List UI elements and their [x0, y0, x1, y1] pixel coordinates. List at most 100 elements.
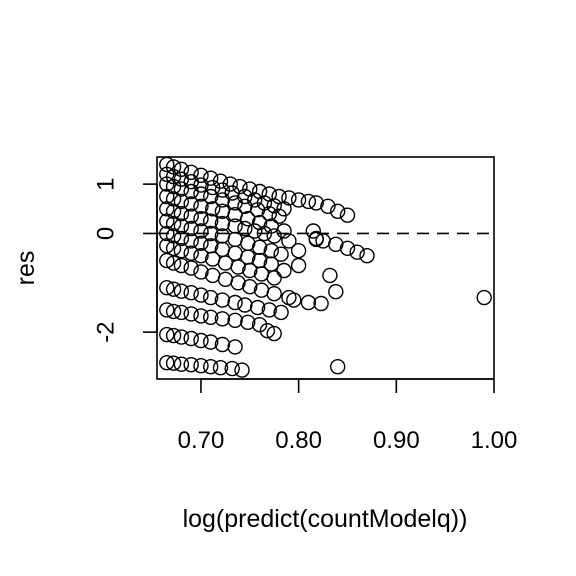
data-point: [159, 252, 175, 269]
data-point: [159, 166, 175, 183]
data-point: [328, 284, 344, 300]
data-point: [476, 289, 492, 306]
data-point: [273, 246, 289, 262]
data-point: [183, 260, 199, 276]
data-point: [214, 182, 231, 198]
data-point: [204, 201, 221, 217]
data-point: [193, 264, 209, 280]
data-point: [271, 208, 287, 224]
data-point: [202, 170, 219, 186]
data-point: [183, 220, 199, 237]
data-point: [183, 306, 199, 322]
data-point: [165, 255, 182, 271]
data-point: [308, 195, 324, 211]
data-point: [320, 198, 336, 215]
data-point: [173, 205, 190, 222]
x-tick-label: 0.90: [373, 427, 420, 454]
data-point: [165, 303, 182, 320]
data-point: [183, 330, 199, 347]
data-point: [281, 190, 297, 206]
x-tick-label: 1.00: [471, 427, 518, 454]
data-point: [227, 294, 243, 311]
data-point: [249, 299, 266, 316]
y-tick-label: 1: [92, 177, 119, 190]
data-point: [246, 223, 263, 239]
data-point: [183, 183, 199, 200]
data-point: [173, 304, 190, 321]
data-point: [193, 287, 209, 303]
x-axis: 0.70 0.80 0.90 1.00: [178, 378, 518, 454]
data-point: [193, 210, 209, 227]
data-point: [214, 292, 231, 308]
data-point: [290, 242, 307, 259]
data-point: [159, 326, 175, 343]
data-point: [202, 225, 219, 242]
data-point: [313, 295, 329, 312]
data-point: [193, 235, 209, 252]
data-point: [159, 213, 175, 229]
data-point: [214, 311, 231, 327]
data-point: [261, 302, 277, 318]
data-point: [300, 294, 317, 311]
data-point: [242, 279, 258, 295]
data-point: [259, 323, 276, 339]
data-point: [183, 208, 199, 224]
data-point: [159, 355, 175, 371]
data-point: [217, 255, 234, 271]
data-point: [286, 292, 302, 308]
data-point: [165, 355, 182, 371]
data-point: [230, 259, 246, 275]
data-point: [173, 230, 190, 247]
data-point: [159, 188, 175, 205]
data-point: [173, 257, 190, 274]
data-point: [251, 317, 268, 333]
data-point: [261, 205, 277, 222]
data-point: [339, 207, 356, 223]
data-point: [202, 334, 219, 350]
data-point: [214, 336, 231, 353]
data-point: [173, 181, 190, 197]
data-point: [193, 223, 209, 239]
y-axis: -2 0 1: [92, 177, 158, 343]
points-group: [159, 156, 492, 378]
data-point: [173, 283, 190, 299]
data-point: [183, 357, 199, 373]
data-point: [193, 308, 209, 324]
data-point: [222, 176, 239, 192]
x-tick-label: 0.70: [178, 427, 225, 454]
data-point: [202, 289, 219, 306]
x-axis-label: log(predict(countModelq)): [183, 505, 468, 533]
data-point: [266, 286, 282, 302]
data-point: [300, 193, 317, 210]
data-point: [183, 173, 199, 190]
data-point: [217, 271, 234, 287]
data-point: [159, 302, 175, 318]
data-point: [165, 240, 182, 257]
data-point: [159, 238, 175, 254]
data-point: [173, 218, 190, 234]
data-point: [240, 314, 256, 330]
data-point: [234, 362, 250, 378]
data-point: [251, 214, 268, 231]
data-point: [202, 213, 219, 229]
data-point: [256, 225, 273, 242]
data-point: [159, 201, 175, 217]
data-point: [359, 247, 375, 264]
data-point: [281, 233, 297, 249]
data-point: [240, 210, 256, 227]
data-point: [305, 223, 321, 239]
data-point: [266, 270, 282, 286]
data-point: [159, 156, 175, 173]
data-point: [224, 360, 240, 377]
data-point: [202, 309, 219, 325]
data-point: [193, 247, 209, 264]
data-point: [227, 231, 243, 248]
y-axis-label: res: [12, 251, 40, 286]
data-point: [308, 231, 324, 248]
x-tick-label: 0.80: [275, 427, 322, 454]
data-point: [165, 281, 182, 297]
data-point: [173, 242, 190, 259]
data-point: [183, 196, 199, 212]
data-point: [183, 285, 199, 301]
